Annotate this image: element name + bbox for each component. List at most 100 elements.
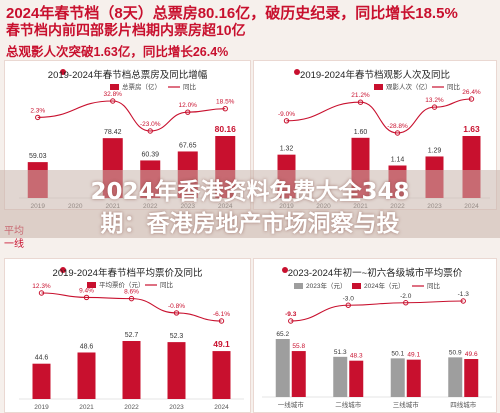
yoy-label: 18.5% [216,99,235,106]
title-dot-icon [60,69,66,75]
bar-value-label: 1.60 [354,129,368,136]
chart-title: 2019-2024年春节档观影人次及同比 [300,70,450,81]
yoy-label: 13.2% [425,97,444,104]
yoy-label: -23.0% [140,121,161,128]
bar-value-label: 49.1 [213,339,230,349]
yoy-label: -9.0% [278,111,295,118]
bar-value-label: 80.16 [215,124,237,134]
bar-value-label: 44.6 [35,355,49,362]
bar-value-label: 67.65 [179,142,197,149]
bar [32,363,51,399]
yoy-line [41,292,222,322]
bar-value-label: 60.39 [141,151,159,158]
side-text-tier1: 一线 [4,239,24,250]
legend-swatch-2024 [352,283,361,289]
yoy-label: 2.3% [30,107,45,114]
yoy-label: -9.3 [285,311,297,318]
bar-value-label-2023: 50.1 [391,350,404,357]
bar-2023 [390,358,405,397]
bar-value-label-2024: 49.6 [465,351,478,358]
bar-value-label: 1.63 [463,124,480,134]
watermark-title-line1: 2024年香港资料免费大全348 [90,179,410,205]
bar-value-label: 48.6 [80,343,94,350]
bar-2023 [275,339,290,397]
bar-2023 [448,357,463,397]
legend-label-line: 同比 [160,280,174,289]
yoy-label: 32.8% [104,91,123,98]
bar-2023 [333,356,348,397]
bar-2024 [291,351,306,397]
chart-city-price: 2023年（元） 2024年（元） 同比 65.255.8 一线城市 -9.3 51.348… [262,281,492,409]
chart-panel-avg-price: 2019-2024年春节档平均票价及同比 平均票价（元） 同比 44.6 2019 12… [4,258,251,413]
yoy-label: 8.6% [124,289,139,296]
headline-top-films: 春节档内前四部影片档期内票房超10亿 [6,22,246,38]
bar-value-label: 78.42 [104,129,122,136]
yoy-label: -2.0 [400,293,412,300]
bar [212,351,231,399]
legend-label-2024: 2024年（元） [364,281,404,290]
bar-value-label-2023: 65.2 [276,331,289,338]
bar-value-label-2024: 48.3 [350,353,363,360]
yoy-label: -3.0 [343,295,355,302]
chart-panel-city-price: 2023-2024年初一~初六各级城市平均票价 2023年（元） 2024年（元）… [253,258,497,413]
yoy-label: -1.3 [458,291,470,298]
bar-value-label: 1.14 [391,156,405,163]
bar-value-label-2024: 55.8 [292,343,305,350]
bar-value-label: 1.29 [428,147,442,154]
yoy-label: -0.8% [168,303,185,310]
x-tick-label: 2021 [79,404,94,411]
header: 2024年春节档（8天）总票房80.16亿，破历史纪录，同比增长18.5% 春节… [0,0,500,59]
bar [122,341,141,399]
headline-admissions: 总观影人次突破1.63亿，同比增长26.4% [6,45,229,59]
yoy-label: 9.4% [79,287,94,294]
chart-title: 2019-2024年春节档总票房及同比增幅 [47,70,208,81]
bar-2024 [464,359,479,397]
legend-label-bar: 观影人次（亿） [386,82,432,91]
watermark-band [0,170,500,238]
legend-label-line: 同比 [427,281,441,290]
title-dot-icon [294,69,300,75]
x-tick-label: 二线城市 [335,400,362,409]
x-tick-label: 2022 [124,404,139,411]
watermark-title-line2: 期：香港房地产市场洞察与投 [100,211,400,237]
title-dot-icon [60,267,66,273]
x-tick-label: 2019 [34,404,49,411]
bar-value-label: 52.3 [170,333,184,340]
bar-value-label-2023: 50.9 [449,349,462,356]
headline-box-office: 2024年春节档（8天）总票房80.16亿，破历史纪录，同比增长18.5% [6,5,458,22]
legend-label-line: 同比 [447,82,461,91]
x-tick-label: 一线城市 [278,400,305,409]
yoy-label: 12.3% [32,283,51,290]
bar [167,342,186,399]
legend-swatch-bar [87,282,96,288]
legend-swatch-2023 [294,283,303,289]
x-tick-label: 三线城市 [393,400,420,409]
bar [77,352,96,399]
chart-title: 2019-2024年春节档平均票价及同比 [52,268,203,279]
x-tick-label: 2023 [169,404,184,411]
x-tick-label: 2024 [214,404,229,411]
legend-label-2023: 2023年（元） [306,281,346,290]
bar-value-label: 59.03 [29,153,47,160]
yoy-label: 12.0% [179,102,198,109]
yoy-label: -28.8% [387,123,408,130]
legend-label-bar: 平均票价（元） [99,280,145,289]
title-dot-icon [282,267,288,273]
yoy-line [37,100,226,132]
legend-label-bar: 总票房（亿） [122,82,161,91]
yoy-label: -6.1% [213,311,230,318]
yoy-line [286,98,472,134]
chart-title: 2023-2024年初一~初六各级城市平均票价 [287,268,463,279]
chart-avg-price: 平均票价（元） 同比 44.6 2019 12.3% 48.6 2021 9.4% 52.7 20… [19,280,244,411]
yoy-label: 21.2% [351,92,370,99]
legend-swatch-bar [374,84,383,90]
yoy-line [290,300,464,322]
yoy-label: 26.4% [462,89,481,96]
bar-2024 [406,359,421,397]
bar-value-label: 52.7 [125,332,139,339]
x-tick-label: 四线城市 [450,400,477,409]
bar-value-label-2024: 49.1 [407,352,420,359]
bar-2024 [349,360,364,397]
bar-value-label-2023: 51.3 [334,349,347,356]
legend-label-line: 同比 [183,82,197,91]
